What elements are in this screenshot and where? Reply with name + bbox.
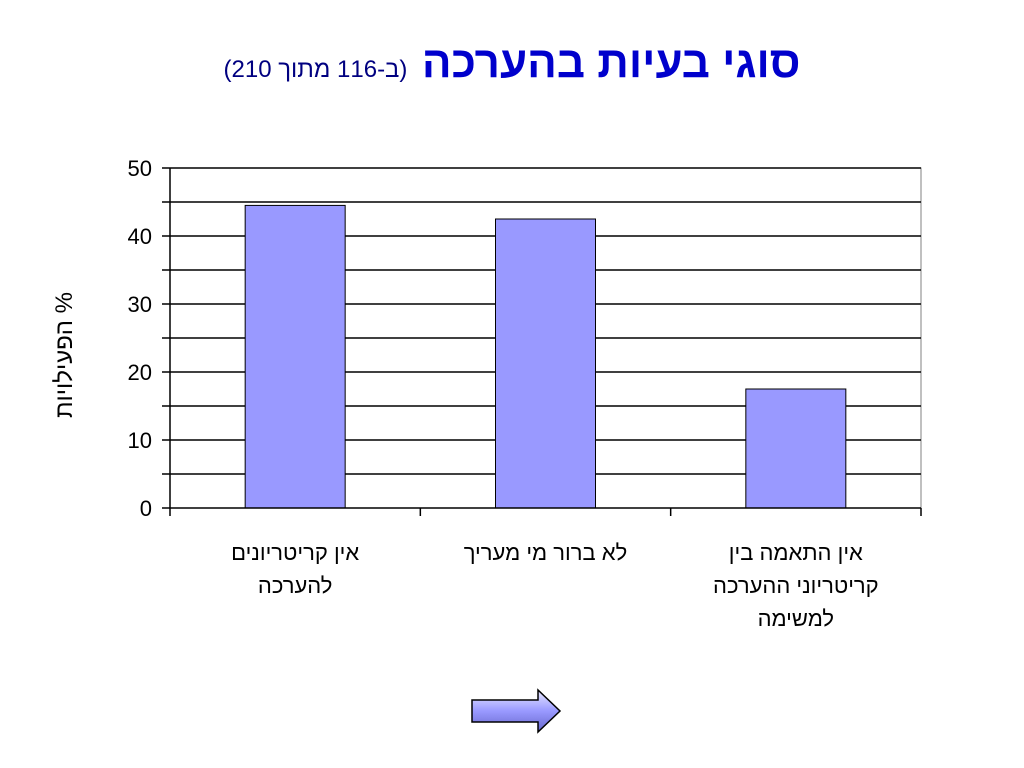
slide-title: (ב-116 מתוך 210) סוגי בעיות בהערכה (0, 38, 1024, 88)
x-category-label: למשימה (758, 606, 835, 631)
bar (495, 218, 596, 509)
bars (244, 204, 847, 509)
y-tick-label: 10 (128, 428, 152, 453)
y-tick-label: 20 (128, 360, 152, 385)
x-category-label: אין קריטריונים (231, 540, 359, 565)
y-tick-label: 40 (128, 224, 152, 249)
x-category-label: לא ברור מי מעריך (464, 540, 628, 565)
bar (244, 204, 346, 509)
slide-subtitle: (ב-116 מתוך 210) (223, 56, 408, 83)
next-slide-button[interactable] (470, 688, 562, 734)
labels: 0 10 20 30 40 50 אין קריטריונים להערכה לא ברור מ… (51, 156, 879, 631)
axes (162, 167, 922, 516)
x-category-label: קריטריוני ההערכה (713, 573, 879, 598)
y-tick-label: 0 (140, 496, 152, 521)
bar (745, 388, 847, 509)
y-axis-title: % הפעילויות (51, 292, 78, 418)
y-tick-label: 30 (128, 292, 152, 317)
x-category-label: אין התאמה בין (729, 540, 863, 565)
x-category-label: להערכה (258, 573, 333, 598)
y-tick-label: 50 (128, 156, 152, 181)
right-arrow-icon (471, 688, 562, 734)
slide-heading: סוגי בעיות בהערכה (421, 38, 801, 87)
